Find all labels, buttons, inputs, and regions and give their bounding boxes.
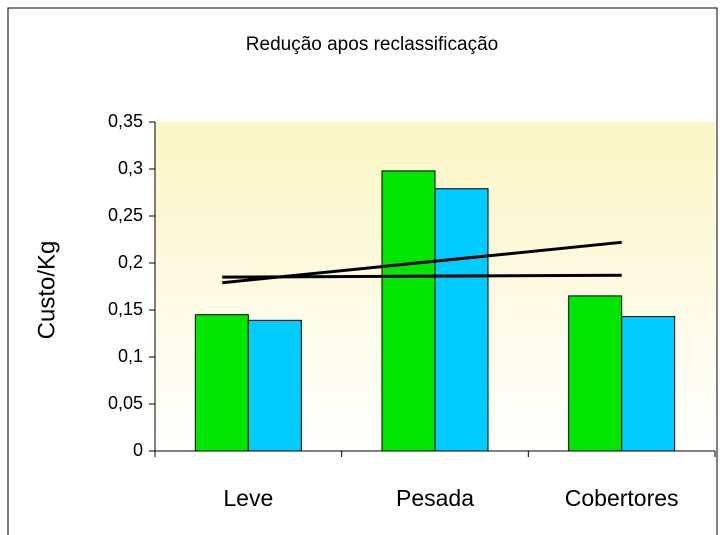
y-tick-label: 0,15 [108,299,143,319]
y-tick-label: 0,05 [108,393,143,413]
bar [247,319,302,452]
bar [194,314,249,452]
bar [381,170,436,452]
bar [568,295,623,452]
x-tick-label: Leve [223,485,273,511]
chart-title: Redução apos reclassificação [246,34,498,55]
y-tick-label: 0,25 [108,205,143,225]
bar [434,188,489,452]
bar [621,316,676,452]
x-tick-label: Cobertores [565,485,679,511]
y-axis-label: Custo/Kg [33,241,60,340]
x-tick-label: Pesada [396,485,474,511]
y-tick-label: 0 [133,440,143,460]
trendline [222,240,622,285]
y-tick-label: 0,2 [118,252,143,272]
y-tick-label: 0,1 [118,346,143,366]
y-tick-label: 0,35 [108,111,143,131]
y-tick-label: 0,3 [118,158,143,178]
